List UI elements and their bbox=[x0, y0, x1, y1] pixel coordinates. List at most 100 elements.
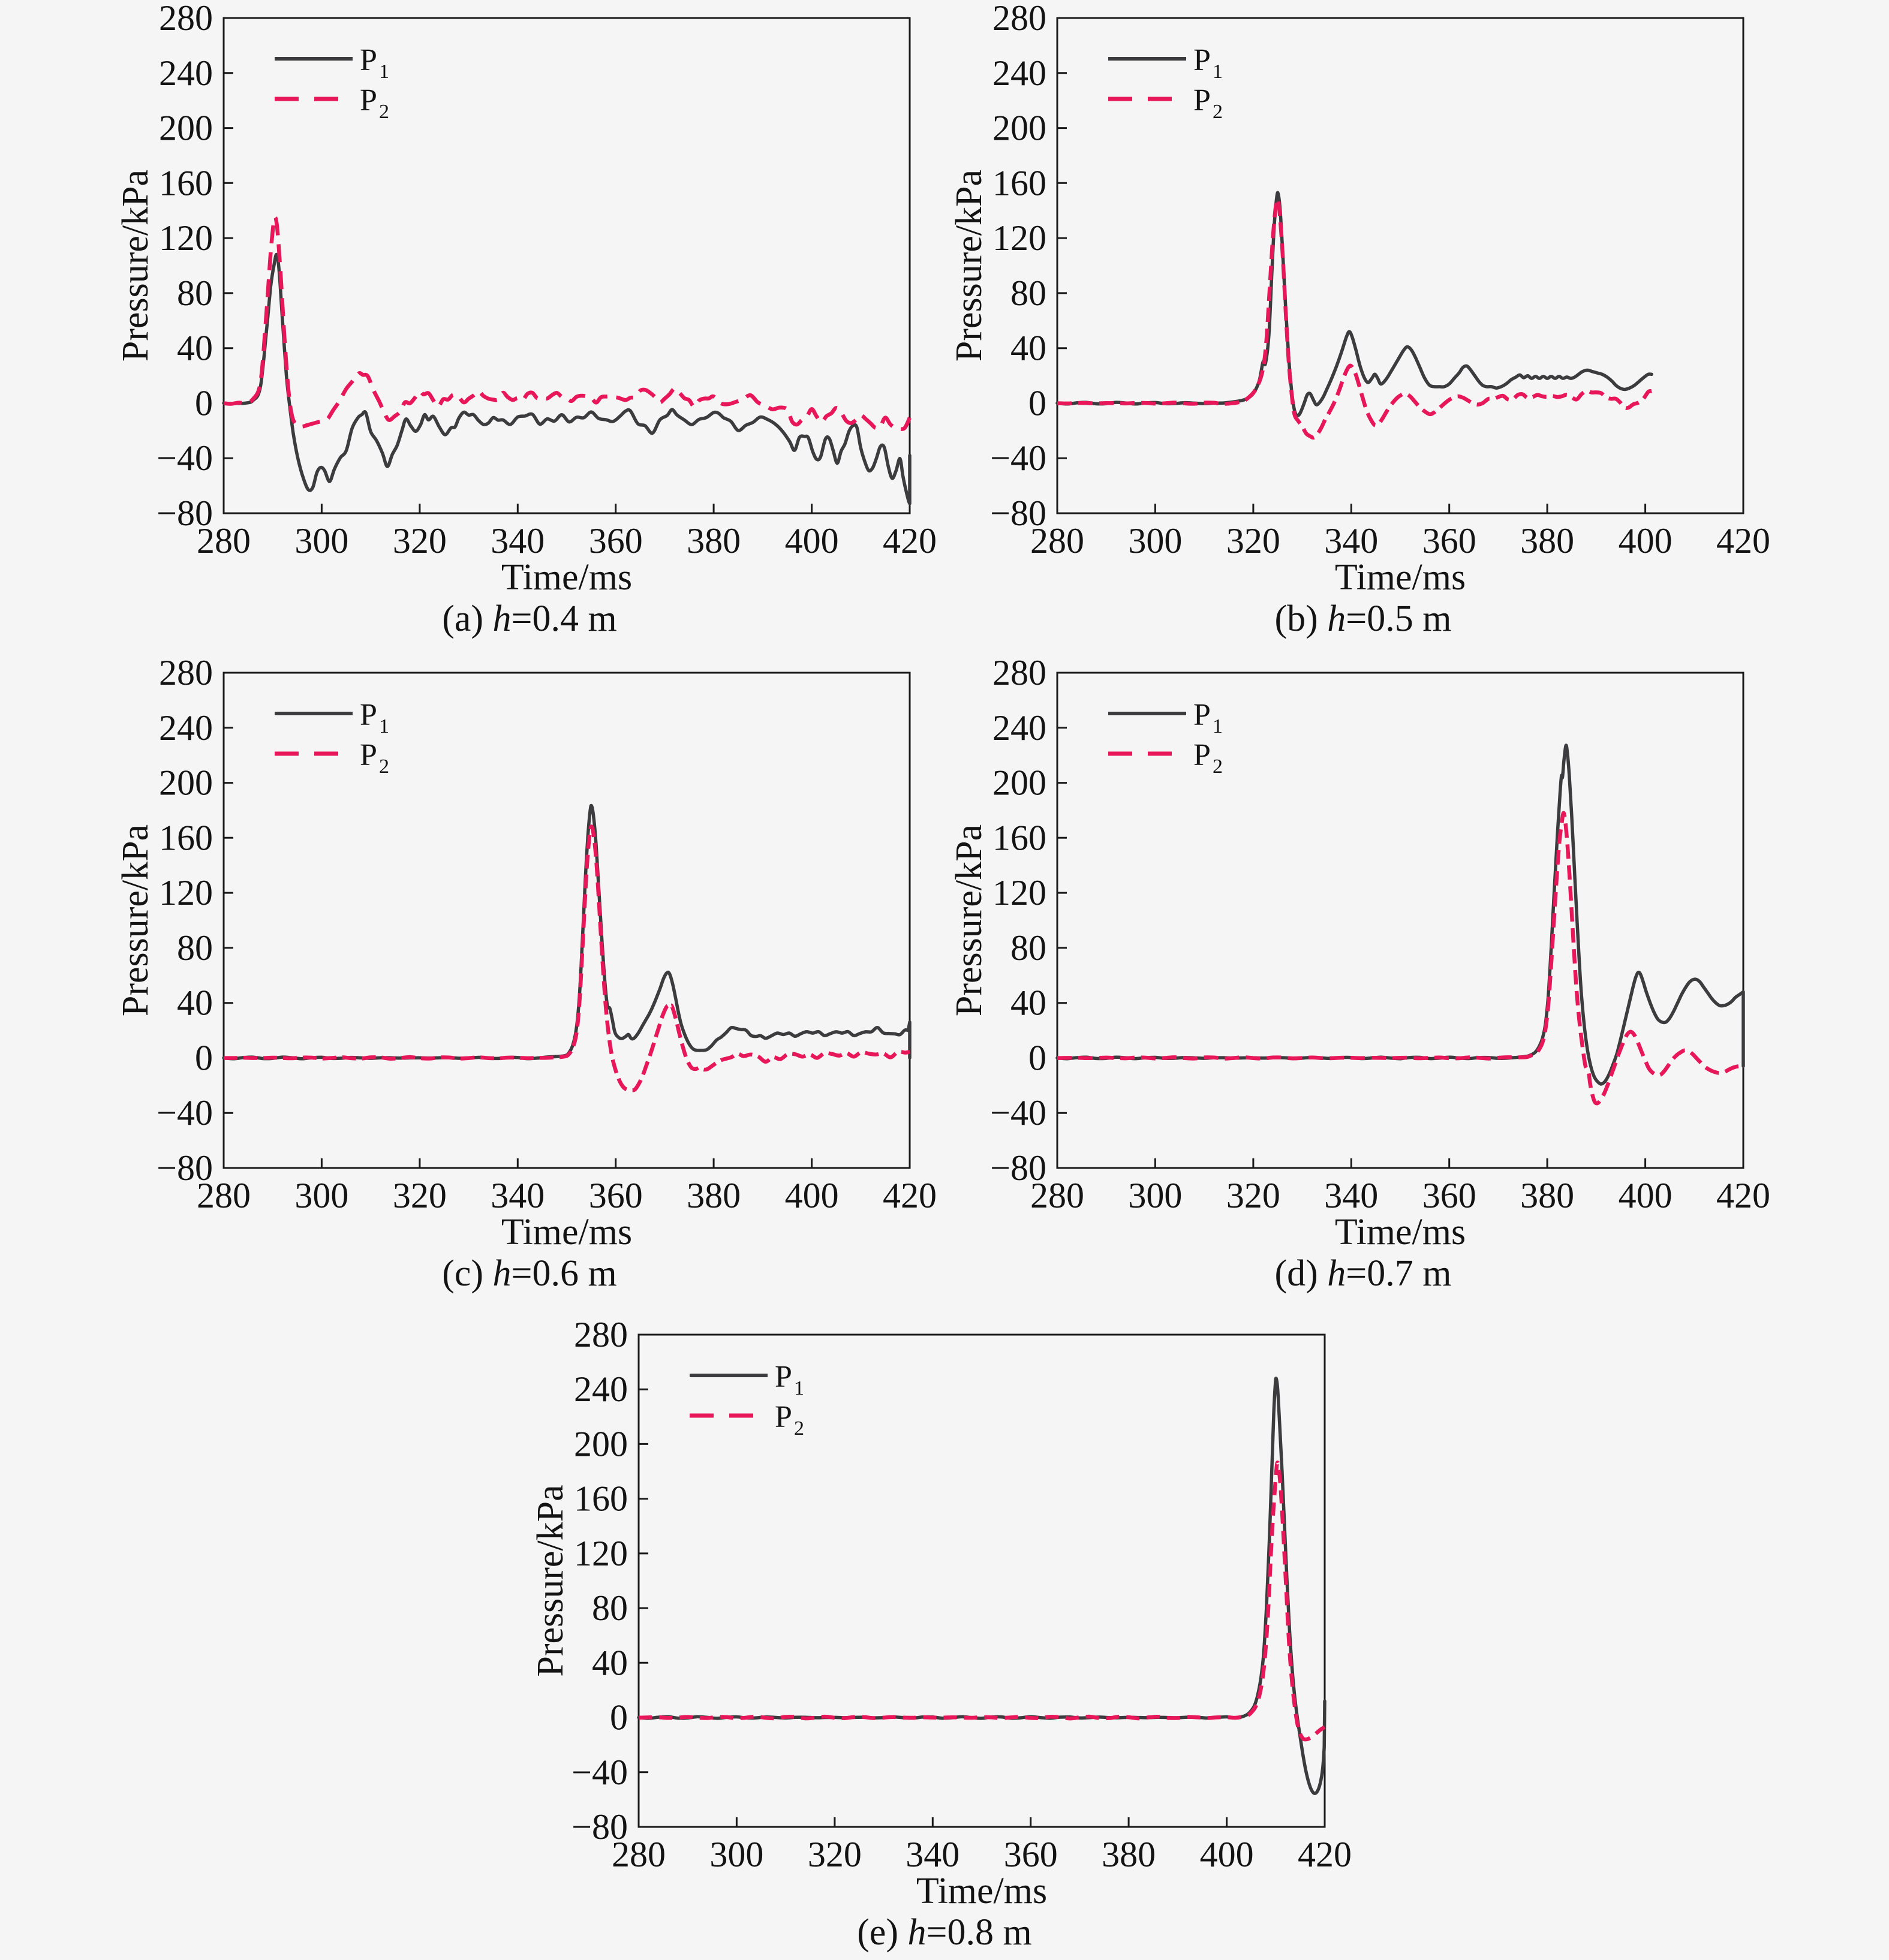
svg-text:120: 120 bbox=[159, 873, 213, 913]
svg-text:280: 280 bbox=[197, 521, 251, 561]
svg-text:80: 80 bbox=[592, 1588, 628, 1628]
svg-text:240: 240 bbox=[159, 53, 213, 93]
svg-text:200: 200 bbox=[992, 109, 1046, 148]
svg-text:−40: −40 bbox=[571, 1753, 628, 1792]
svg-text:280: 280 bbox=[992, 653, 1046, 693]
svg-text:Pressure/kPa: Pressure/kPa bbox=[530, 1485, 571, 1676]
svg-text:P: P bbox=[775, 1400, 792, 1434]
svg-text:Pressure/kPa: Pressure/kPa bbox=[115, 170, 156, 362]
svg-text:320: 320 bbox=[808, 1835, 862, 1874]
svg-text:380: 380 bbox=[1520, 1176, 1574, 1215]
svg-text:420: 420 bbox=[883, 521, 937, 561]
svg-text:0: 0 bbox=[1028, 1038, 1046, 1077]
svg-text:300: 300 bbox=[1128, 521, 1182, 561]
svg-text:−80: −80 bbox=[571, 1807, 628, 1847]
svg-text:400: 400 bbox=[785, 1176, 839, 1215]
svg-text:80: 80 bbox=[177, 273, 213, 313]
svg-text:240: 240 bbox=[992, 708, 1046, 748]
svg-text:40: 40 bbox=[177, 329, 213, 368]
svg-text:360: 360 bbox=[589, 521, 643, 561]
svg-text:160: 160 bbox=[574, 1479, 628, 1519]
svg-text:1: 1 bbox=[379, 715, 389, 737]
svg-text:200: 200 bbox=[574, 1424, 628, 1464]
svg-text:−40: −40 bbox=[990, 1093, 1046, 1133]
svg-text:P: P bbox=[1193, 698, 1211, 732]
svg-text:300: 300 bbox=[294, 521, 348, 561]
svg-text:120: 120 bbox=[574, 1534, 628, 1573]
svg-text:P: P bbox=[775, 1360, 792, 1394]
svg-text:0: 0 bbox=[1028, 383, 1046, 423]
svg-text:120: 120 bbox=[992, 873, 1046, 913]
svg-text:420: 420 bbox=[1716, 521, 1770, 561]
svg-text:Time/ms: Time/ms bbox=[501, 557, 632, 598]
svg-text:2: 2 bbox=[379, 755, 389, 778]
svg-text:−40: −40 bbox=[990, 438, 1046, 478]
svg-text:80: 80 bbox=[1010, 928, 1046, 968]
svg-text:340: 340 bbox=[906, 1835, 959, 1874]
svg-text:400: 400 bbox=[785, 521, 839, 561]
svg-text:380: 380 bbox=[1102, 1835, 1156, 1874]
svg-text:80: 80 bbox=[177, 928, 213, 968]
svg-text:300: 300 bbox=[294, 1176, 348, 1215]
svg-text:(b) h=0.5 m: (b) h=0.5 m bbox=[1275, 598, 1452, 639]
svg-text:0: 0 bbox=[610, 1698, 628, 1738]
svg-text:2: 2 bbox=[1213, 755, 1223, 778]
svg-text:160: 160 bbox=[992, 163, 1046, 203]
svg-text:380: 380 bbox=[687, 521, 741, 561]
svg-text:2: 2 bbox=[794, 1417, 804, 1440]
svg-text:−80: −80 bbox=[990, 493, 1046, 533]
svg-text:420: 420 bbox=[1298, 1835, 1352, 1874]
svg-text:420: 420 bbox=[1716, 1176, 1770, 1215]
svg-text:340: 340 bbox=[491, 1176, 545, 1215]
svg-text:280: 280 bbox=[159, 653, 213, 693]
svg-text:80: 80 bbox=[1010, 273, 1046, 313]
svg-text:280: 280 bbox=[197, 1176, 251, 1215]
svg-text:340: 340 bbox=[1324, 1176, 1378, 1215]
svg-text:P: P bbox=[360, 83, 377, 118]
svg-text:300: 300 bbox=[1128, 1176, 1182, 1215]
svg-text:240: 240 bbox=[159, 708, 213, 748]
svg-text:400: 400 bbox=[1619, 1176, 1673, 1215]
svg-text:Time/ms: Time/ms bbox=[1335, 557, 1466, 598]
svg-text:280: 280 bbox=[992, 0, 1046, 38]
svg-text:1: 1 bbox=[379, 61, 389, 83]
svg-text:0: 0 bbox=[195, 1038, 213, 1077]
svg-text:40: 40 bbox=[1010, 983, 1046, 1023]
svg-text:−40: −40 bbox=[157, 438, 213, 478]
svg-text:360: 360 bbox=[1004, 1835, 1058, 1874]
svg-text:P: P bbox=[360, 738, 377, 772]
svg-text:400: 400 bbox=[1619, 521, 1673, 561]
svg-text:1: 1 bbox=[1213, 61, 1223, 83]
svg-text:P: P bbox=[1193, 738, 1211, 772]
svg-text:360: 360 bbox=[1422, 1176, 1476, 1215]
svg-text:300: 300 bbox=[709, 1835, 763, 1874]
svg-text:0: 0 bbox=[195, 383, 213, 423]
svg-text:400: 400 bbox=[1200, 1835, 1254, 1874]
svg-text:40: 40 bbox=[177, 983, 213, 1023]
svg-text:(e) h=0.8 m: (e) h=0.8 m bbox=[857, 1912, 1032, 1953]
svg-text:P: P bbox=[1193, 83, 1211, 118]
svg-text:280: 280 bbox=[1030, 1176, 1084, 1215]
svg-text:−80: −80 bbox=[990, 1148, 1046, 1188]
svg-text:240: 240 bbox=[992, 53, 1046, 93]
svg-text:120: 120 bbox=[159, 218, 213, 258]
svg-text:200: 200 bbox=[992, 763, 1046, 803]
svg-text:Pressure/kPa: Pressure/kPa bbox=[115, 824, 156, 1016]
svg-text:Time/ms: Time/ms bbox=[916, 1871, 1047, 1911]
svg-text:380: 380 bbox=[687, 1176, 741, 1215]
svg-text:(c) h=0.6 m: (c) h=0.6 m bbox=[442, 1253, 617, 1294]
svg-text:420: 420 bbox=[883, 1176, 937, 1215]
svg-text:40: 40 bbox=[1010, 329, 1046, 368]
svg-text:160: 160 bbox=[159, 818, 213, 857]
svg-text:−40: −40 bbox=[157, 1093, 213, 1133]
svg-text:160: 160 bbox=[159, 163, 213, 203]
svg-text:P: P bbox=[1193, 43, 1211, 77]
svg-text:280: 280 bbox=[612, 1835, 666, 1874]
svg-text:(a) h=0.4 m: (a) h=0.4 m bbox=[442, 598, 617, 639]
svg-text:320: 320 bbox=[393, 1176, 447, 1215]
svg-text:Pressure/kPa: Pressure/kPa bbox=[949, 824, 989, 1016]
svg-text:P: P bbox=[360, 698, 377, 732]
svg-text:280: 280 bbox=[1030, 521, 1084, 561]
svg-text:280: 280 bbox=[574, 1315, 628, 1354]
svg-text:320: 320 bbox=[393, 521, 447, 561]
